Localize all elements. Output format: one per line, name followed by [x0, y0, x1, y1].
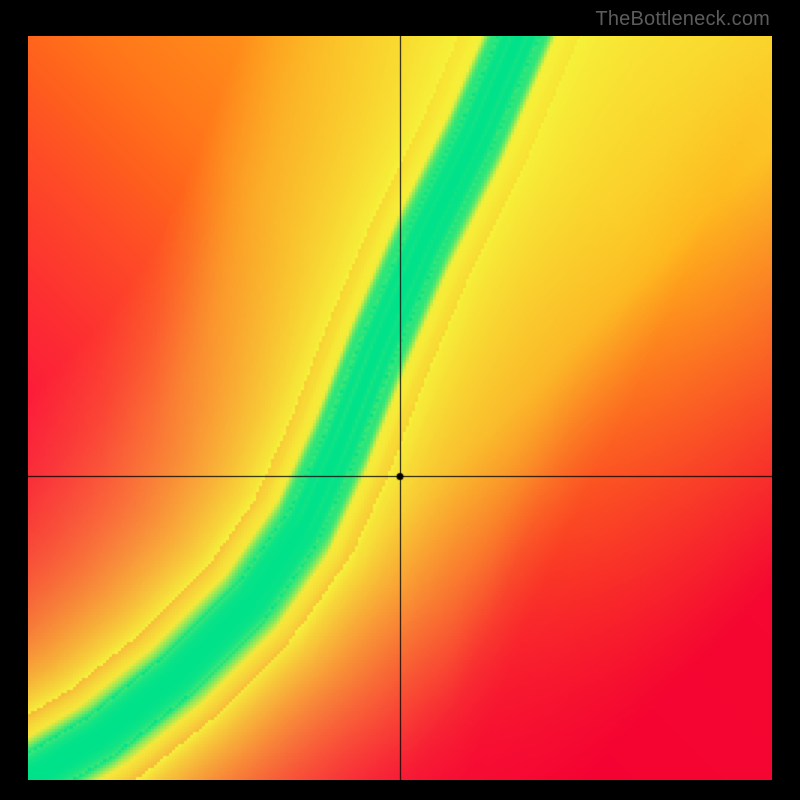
watermark-text: TheBottleneck.com	[595, 8, 770, 31]
heatmap-canvas	[28, 36, 772, 780]
bottleneck-heatmap	[28, 36, 772, 780]
